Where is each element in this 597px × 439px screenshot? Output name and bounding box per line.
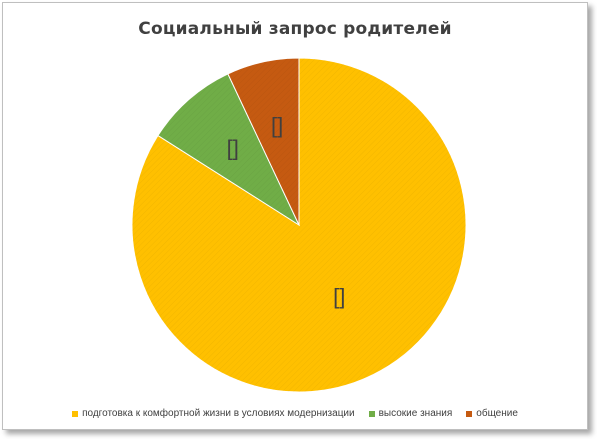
data-label-high-knowledge: []: [227, 136, 239, 161]
pie-slice-texture-high-knowledge: [157, 73, 299, 225]
pie-chart: [] [] []: [131, 57, 467, 393]
legend-item-comfort-life: подготовка к комфортной жизни в условиях…: [72, 408, 355, 419]
legend-swatch-comfort-life: [72, 410, 79, 417]
legend-swatch-communication: [466, 410, 473, 417]
chart-legend: подготовка к комфортной жизни в условиях…: [3, 408, 587, 419]
legend-label-comfort-life: подготовка к комфортной жизни в условиях…: [82, 408, 355, 419]
legend-label-high-knowledge: высокие знания: [378, 408, 453, 419]
legend-item-high-knowledge: высокие знания: [368, 408, 453, 419]
legend-item-communication: общение: [466, 408, 518, 419]
chart-title: Социальный запрос родителей: [138, 19, 452, 39]
legend-swatch-high-knowledge: [368, 410, 375, 417]
legend-label-communication: общение: [476, 408, 518, 419]
data-label-communication: []: [271, 113, 283, 138]
chart-frame: Социальный запрос родителей [] [] [] подго…: [2, 2, 588, 430]
data-label-comfort-life: []: [333, 284, 345, 309]
pie-slice-texture-communication: [227, 58, 299, 225]
